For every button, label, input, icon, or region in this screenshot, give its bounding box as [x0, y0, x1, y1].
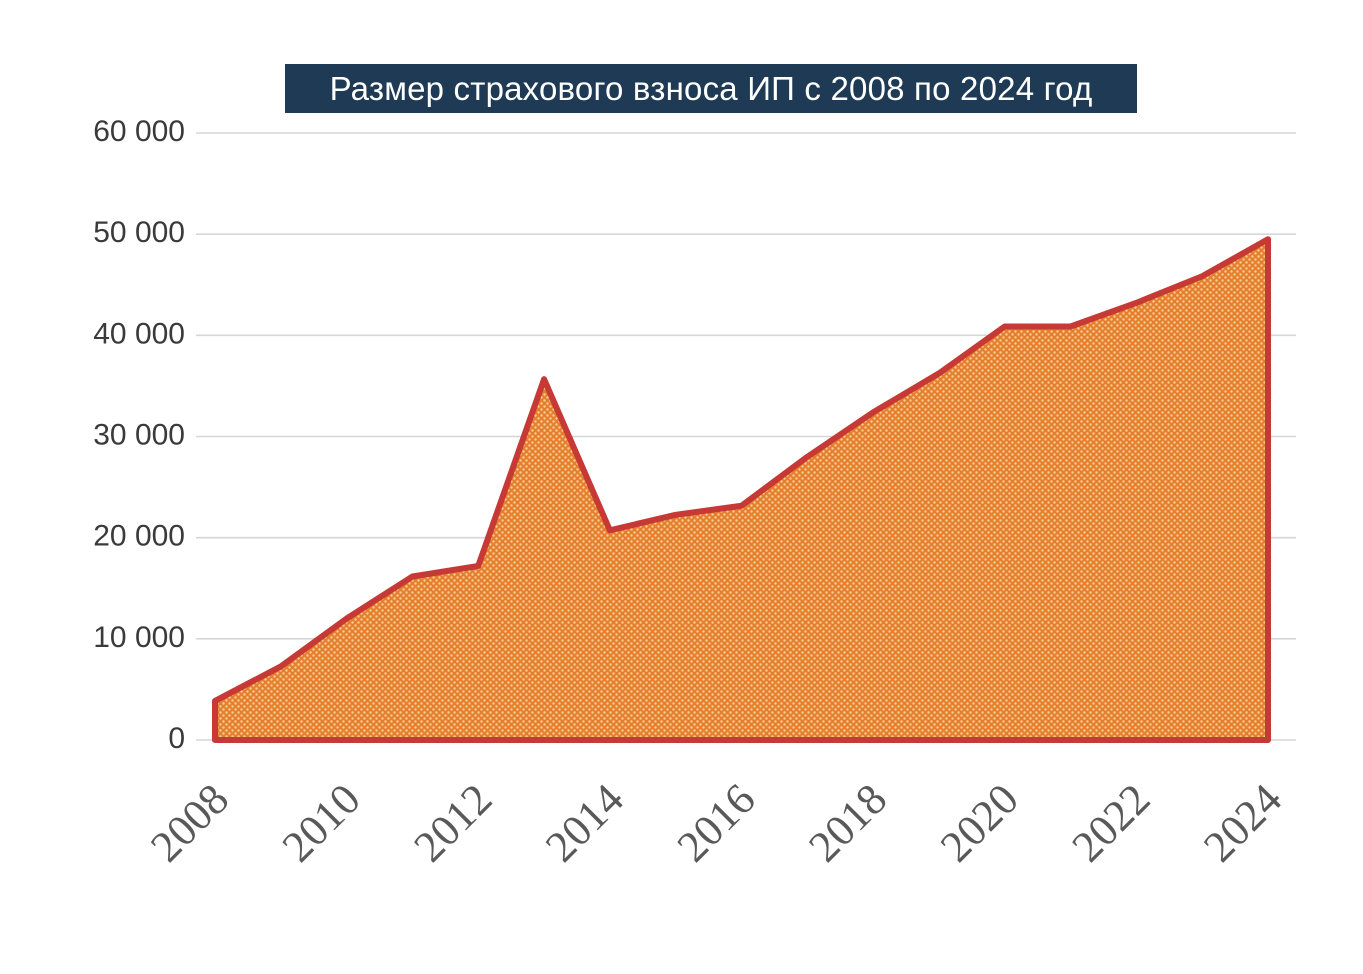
x-tick-label: 2014	[536, 774, 633, 871]
x-tick-label: 2018	[799, 774, 896, 871]
y-tick-label: 60 000	[93, 115, 185, 148]
x-tick-label: 2010	[273, 774, 370, 871]
x-tick-label: 2016	[668, 774, 765, 871]
area-series	[212, 236, 1271, 743]
x-tick-label: 2022	[1063, 774, 1160, 871]
y-tick-label: 0	[168, 722, 185, 755]
y-tick-label: 20 000	[93, 520, 185, 553]
x-tick-label: 2008	[141, 774, 238, 871]
x-tick-label: 2012	[404, 774, 501, 871]
y-tick-label: 50 000	[93, 216, 185, 249]
y-tick-label: 10 000	[93, 621, 185, 654]
y-tick-label: 40 000	[93, 317, 185, 350]
y-tick-label: 30 000	[93, 418, 185, 451]
x-tick-label: 2024	[1194, 774, 1291, 871]
x-tick-label: 2020	[931, 774, 1028, 871]
chart-title: Размер страхового взноса ИП с 2008 по 20…	[285, 64, 1137, 113]
